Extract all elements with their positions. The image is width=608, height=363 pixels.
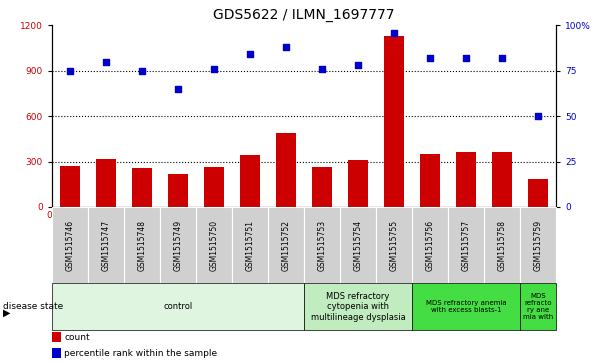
Point [317, 66, 327, 72]
Bar [60, 166, 80, 207]
Bar [312, 167, 332, 207]
Bar [196, 207, 232, 283]
Bar [168, 174, 188, 207]
Bar [304, 283, 412, 330]
Bar [52, 348, 61, 358]
Text: GSM1515751: GSM1515751 [246, 220, 254, 270]
Bar [420, 154, 440, 207]
Bar [52, 332, 61, 342]
Bar [52, 283, 304, 330]
Text: GSM1515754: GSM1515754 [354, 220, 362, 270]
Bar [160, 207, 196, 283]
Bar [232, 207, 268, 283]
Text: ▶: ▶ [3, 308, 10, 318]
Text: GSM1515753: GSM1515753 [317, 220, 326, 270]
Text: percentile rank within the sample: percentile rank within the sample [64, 349, 218, 358]
Bar [376, 207, 412, 283]
Text: GSM1515749: GSM1515749 [173, 220, 182, 270]
Bar [96, 159, 116, 207]
Text: MDS refractory anemia
with excess blasts-1: MDS refractory anemia with excess blasts… [426, 300, 506, 313]
Text: GSM1515748: GSM1515748 [137, 220, 147, 270]
Bar [304, 207, 340, 283]
Bar [412, 283, 520, 330]
Point [497, 55, 507, 61]
Point [426, 55, 435, 61]
Text: 0: 0 [46, 211, 52, 220]
Bar [240, 155, 260, 207]
Point [65, 68, 75, 74]
Point [245, 52, 255, 57]
Bar [276, 133, 296, 207]
Text: GSM1515756: GSM1515756 [426, 220, 435, 270]
Bar [124, 207, 160, 283]
Bar [520, 283, 556, 330]
Text: disease state: disease state [3, 302, 63, 311]
Bar [348, 160, 368, 207]
Text: GSM1515750: GSM1515750 [209, 220, 218, 270]
Text: count: count [64, 333, 90, 342]
Text: GSM1515759: GSM1515759 [534, 220, 543, 270]
Bar [492, 152, 512, 207]
Point [461, 55, 471, 61]
Point [101, 59, 111, 65]
Text: GSM1515755: GSM1515755 [390, 220, 399, 270]
Text: GSM1515747: GSM1515747 [102, 220, 110, 270]
Point [173, 86, 183, 92]
Bar [52, 207, 88, 283]
Point [533, 113, 543, 119]
Text: GSM1515752: GSM1515752 [282, 220, 291, 270]
Text: MDS
refracto
ry ane
mia with: MDS refracto ry ane mia with [523, 293, 553, 320]
Text: GSM1515757: GSM1515757 [461, 220, 471, 270]
Bar [456, 152, 476, 207]
Bar [520, 207, 556, 283]
Bar [204, 167, 224, 207]
Bar [132, 168, 152, 207]
Point [389, 30, 399, 36]
Point [137, 68, 147, 74]
Point [353, 62, 363, 68]
Title: GDS5622 / ILMN_1697777: GDS5622 / ILMN_1697777 [213, 8, 395, 22]
Bar [88, 207, 124, 283]
Bar [340, 207, 376, 283]
Bar [384, 36, 404, 207]
Bar [268, 207, 304, 283]
Bar [528, 179, 548, 207]
Point [209, 66, 219, 72]
Text: control: control [163, 302, 193, 311]
Text: GSM1515746: GSM1515746 [65, 220, 74, 270]
Point [281, 44, 291, 50]
Text: GSM1515758: GSM1515758 [498, 220, 506, 270]
Bar [412, 207, 448, 283]
Bar [484, 207, 520, 283]
Bar [448, 207, 484, 283]
Text: MDS refractory
cytopenia with
multilineage dysplasia: MDS refractory cytopenia with multilinea… [311, 292, 406, 322]
